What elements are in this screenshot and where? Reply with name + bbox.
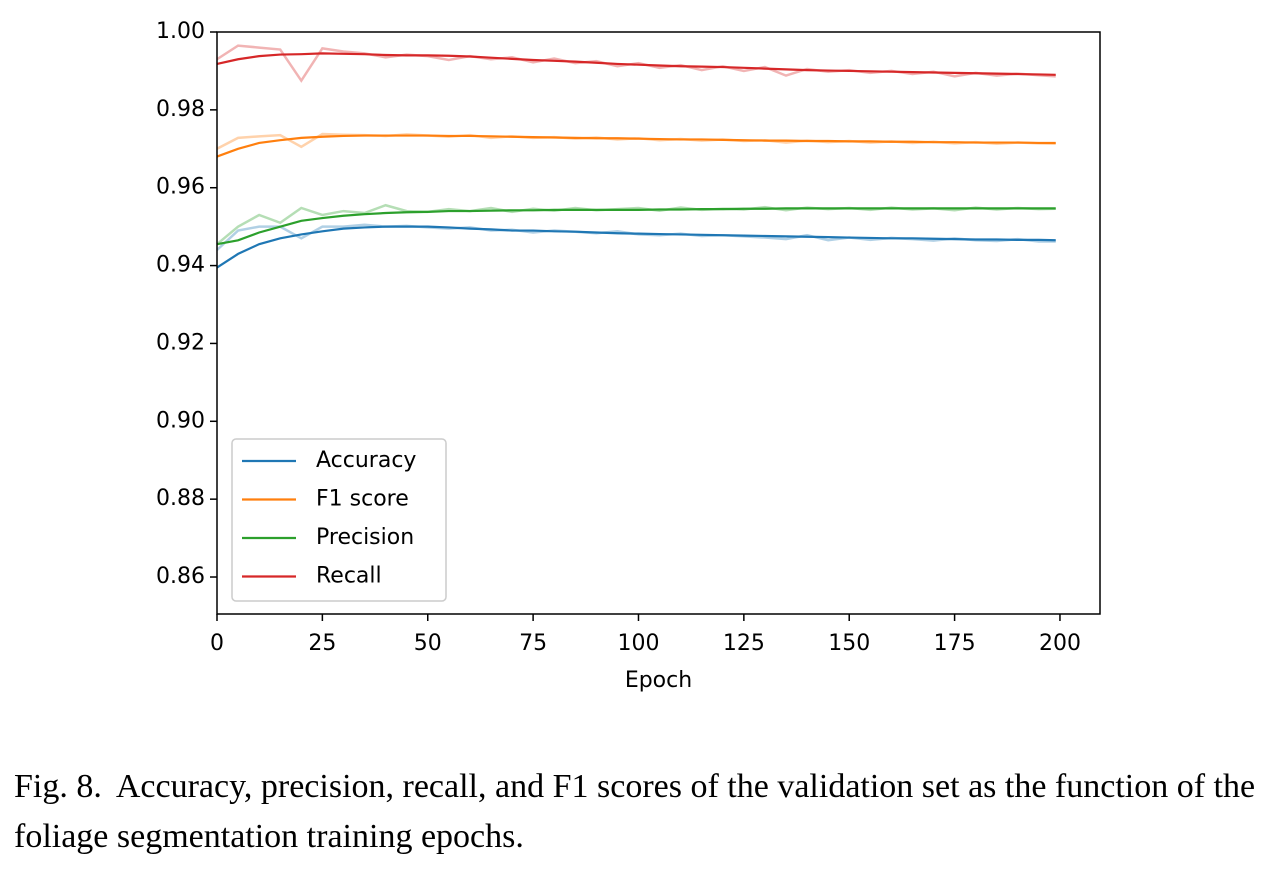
plot-frame	[216, 31, 1101, 615]
y-tick-label: 0.98	[156, 97, 205, 122]
chart: 0.86 0.88 0.90 0.92 0.94 0.96 0.98 1.00 0 25 50 75 1…	[156, 19, 1101, 693]
x-tick-label: 125	[723, 631, 765, 656]
line	[216, 52, 1056, 76]
caption: Fig. 8. Accuracy, precision, recall, and …	[14, 762, 1276, 862]
line	[216, 225, 1056, 269]
y-tick-label: 0.94	[156, 253, 205, 278]
x-tick-label: 25	[308, 631, 336, 656]
legend-label: Recall	[316, 564, 382, 589]
line	[216, 207, 1056, 246]
x-tick-label: 200	[1039, 631, 1081, 656]
x-tick-label: 75	[519, 631, 547, 656]
legend-label: F1 score	[316, 487, 409, 512]
legend-label: Accuracy	[316, 448, 416, 473]
raw-line	[216, 44, 1056, 83]
legend-label: Precision	[316, 525, 414, 550]
legend-box	[231, 438, 447, 602]
y-tick-label: 1.00	[156, 19, 205, 44]
x-tick-label: 150	[828, 631, 870, 656]
y-tick-label: 0.92	[156, 330, 205, 355]
y-tick-label: 0.96	[156, 175, 205, 200]
legend: Accuracy F1 score Precision Recall	[231, 438, 447, 602]
x-axis-label: Epoch	[625, 668, 692, 693]
x-tick-label: 50	[414, 631, 442, 656]
x-tick-label: 0	[210, 631, 224, 656]
y-tick-label: 0.86	[156, 564, 205, 589]
y-tick-label: 0.90	[156, 408, 205, 433]
y-tick-label: 0.88	[156, 486, 205, 511]
caption-text: Accuracy, precision, recall, and F1 scor…	[14, 768, 1256, 855]
line	[216, 134, 1056, 158]
caption-label: Fig. 8.	[14, 768, 102, 805]
x-tick-label: 100	[617, 631, 659, 656]
x-tick-label: 175	[934, 631, 976, 656]
